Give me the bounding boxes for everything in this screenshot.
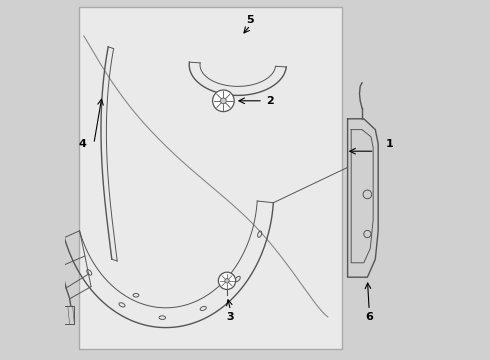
Bar <box>79 7 342 349</box>
Text: 2: 2 <box>267 96 274 106</box>
Text: 3: 3 <box>227 312 234 322</box>
Circle shape <box>220 98 226 104</box>
Text: 5: 5 <box>246 15 254 25</box>
Circle shape <box>219 272 236 289</box>
Circle shape <box>213 90 234 112</box>
Text: 6: 6 <box>365 312 373 322</box>
Text: 4: 4 <box>79 139 87 149</box>
Circle shape <box>225 279 229 283</box>
Text: 1: 1 <box>386 139 393 149</box>
